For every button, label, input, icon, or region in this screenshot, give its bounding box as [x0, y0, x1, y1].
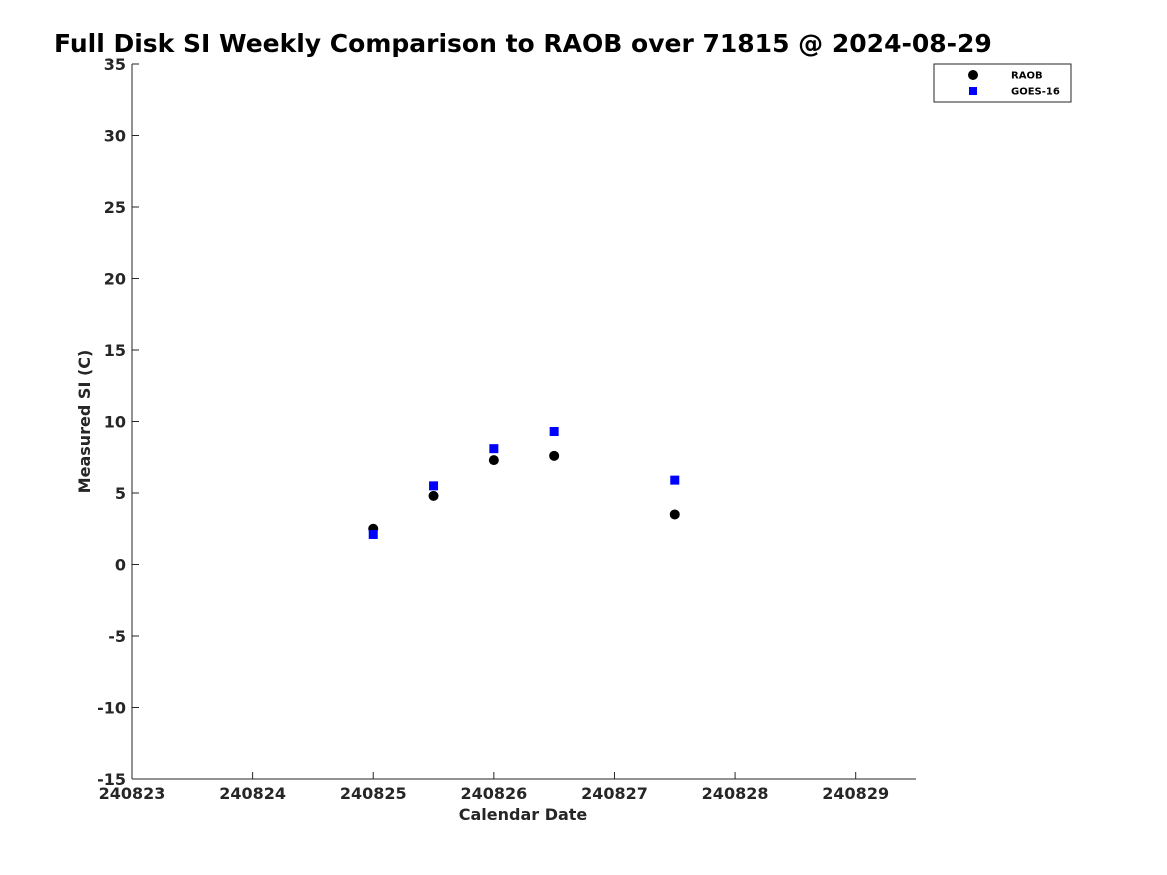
raob-point — [669, 509, 680, 520]
y-tick-label: 35 — [104, 55, 126, 74]
x-tick-label: 240826 — [460, 784, 527, 803]
goes16-point — [670, 475, 680, 485]
legend-label: RAOB — [1011, 71, 1043, 82]
x-axis-label: Calendar Date — [459, 805, 588, 824]
legend: RAOB GOES-16 — [933, 63, 1072, 103]
legend-marker-raob — [968, 70, 978, 80]
y-tick-label: 10 — [104, 413, 126, 432]
legend-label: GOES-16 — [1011, 87, 1060, 98]
goes16-point — [368, 529, 378, 539]
y-tick-label: 0 — [115, 556, 126, 575]
y-tick-label: 15 — [104, 341, 126, 360]
raob-point — [428, 490, 439, 501]
y-tick-label: 20 — [104, 270, 126, 289]
y-axis-label: Measured SI (C) — [75, 350, 94, 494]
x-tick-label: 240827 — [581, 784, 648, 803]
y-tick-label: 25 — [104, 198, 126, 217]
x-tick-label: 240829 — [822, 784, 889, 803]
y-tick-label: 5 — [115, 484, 126, 503]
x-tick-label: 240824 — [219, 784, 286, 803]
x-tick-label: 240823 — [99, 784, 166, 803]
y-tick-label: 30 — [104, 127, 126, 146]
legend-items: RAOB GOES-16 — [968, 70, 1060, 98]
x-ticks: 240823 240824 240825 240826 240827 240828 2408… — [99, 772, 889, 803]
data-points — [368, 427, 680, 539]
legend-box — [933, 63, 1072, 103]
x-tick-label: 240828 — [702, 784, 769, 803]
y-tick-label: -5 — [108, 627, 126, 646]
plot-axes — [131, 64, 916, 780]
y-ticks: -15 -10 -5 0 5 10 15 20 25 30 35 — [97, 55, 139, 789]
x-tick-label: 240825 — [340, 784, 407, 803]
y-tick-label: -10 — [97, 699, 126, 718]
chart-title: Full Disk SI Weekly Comparison to RAOB o… — [54, 29, 992, 58]
goes16-point — [489, 444, 499, 454]
goes16-point — [549, 427, 559, 437]
raob-point — [549, 450, 560, 461]
goes16-point — [429, 481, 439, 491]
y-tick-label: -15 — [97, 770, 126, 789]
raob-point — [488, 455, 499, 466]
legend-marker-goes16 — [969, 87, 977, 95]
